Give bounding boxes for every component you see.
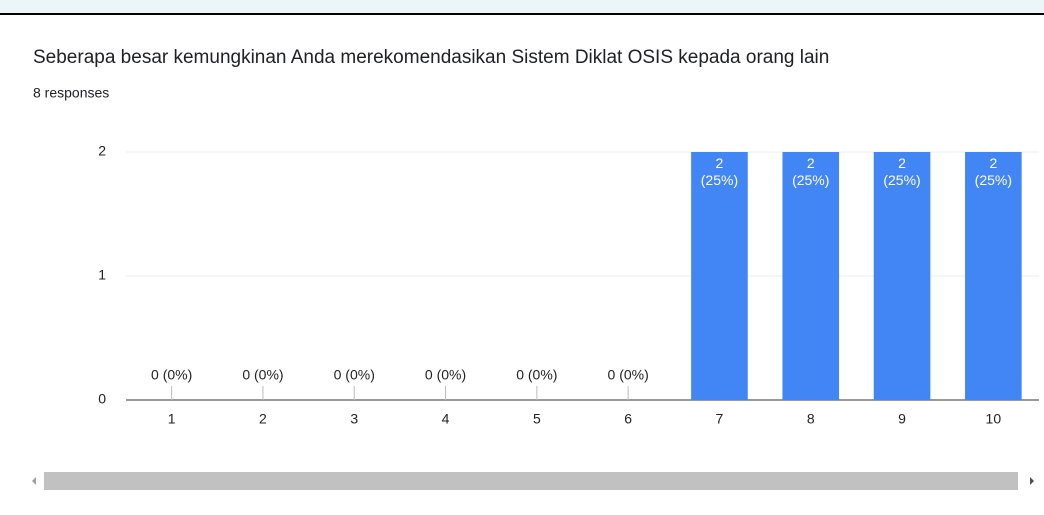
value-label-line: 2 — [989, 155, 997, 171]
x-tick-label: 5 — [533, 411, 541, 427]
value-label-line: (25%) — [975, 172, 1012, 188]
x-tick-label: 10 — [986, 411, 1002, 427]
value-label: 0 (0%) — [151, 367, 192, 383]
scroll-left-arrow[interactable] — [32, 477, 36, 485]
value-label: 2 (25%) — [883, 155, 920, 188]
bar — [782, 152, 840, 400]
bar — [873, 152, 931, 400]
value-label-line: 2 — [716, 155, 724, 171]
x-tick-label: 7 — [716, 411, 724, 427]
x-tick-label: 1 — [168, 411, 176, 427]
scroll-right-arrow[interactable] — [1030, 477, 1034, 485]
value-label: 0 (0%) — [608, 367, 649, 383]
chart-title: Seberapa besar kemungkinan Anda merekome… — [33, 47, 829, 68]
y-tick-label: 0 — [98, 391, 106, 407]
bar — [965, 152, 1022, 400]
value-label-line: (25%) — [701, 172, 738, 188]
value-label: 2 (25%) — [975, 155, 1012, 188]
y-tick-label: 2 — [98, 143, 106, 159]
x-tick-label: 6 — [624, 411, 632, 427]
value-label-line: 2 — [898, 155, 906, 171]
x-tick-label: 3 — [350, 411, 358, 427]
value-label-line: (25%) — [792, 172, 829, 188]
watermark-band — [0, 0, 1044, 14]
plot: 0 1 2 1 0 (0%) 2 0 (0%) 3 0 (0%) 4 0 (0%) 5 0 (0%) 6 0… — [98, 143, 1039, 427]
value-label: 0 (0%) — [242, 367, 283, 383]
value-label-line: 2 — [807, 155, 815, 171]
value-label-line: (25%) — [883, 172, 920, 188]
value-label: 0 (0%) — [334, 367, 375, 383]
y-tick-label: 1 — [98, 267, 106, 283]
value-label: 0 (0%) — [425, 367, 466, 383]
x-tick-label: 4 — [442, 411, 450, 427]
scroll-thumb[interactable] — [44, 472, 1018, 490]
x-tick-label: 8 — [807, 411, 815, 427]
bar — [691, 152, 748, 400]
x-tick-label: 2 — [259, 411, 267, 427]
x-tick-label: 9 — [898, 411, 906, 427]
value-label: 0 (0%) — [516, 367, 557, 383]
scrollbar[interactable] — [32, 472, 1034, 490]
chart-subtitle: 8 responses — [33, 85, 109, 101]
value-label: 2 (25%) — [701, 155, 738, 188]
value-label: 2 (25%) — [792, 155, 829, 188]
